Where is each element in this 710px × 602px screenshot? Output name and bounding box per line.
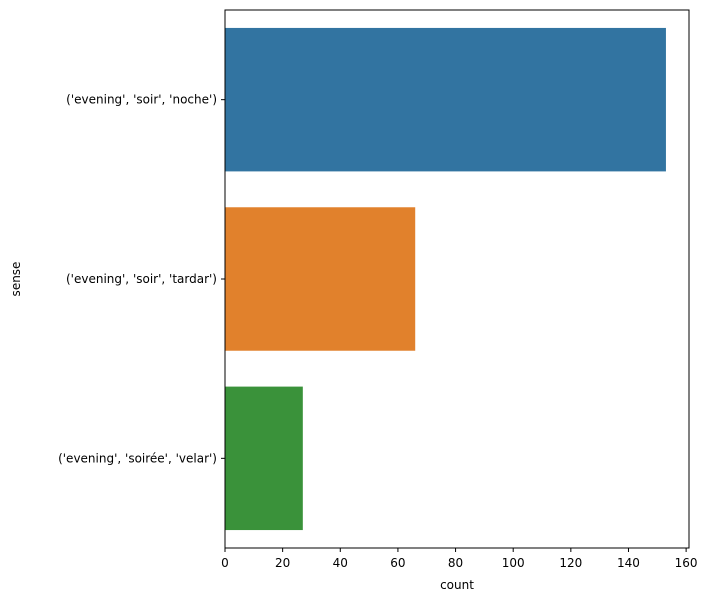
x-axis-label: count — [440, 578, 474, 592]
x-tick-label: 160 — [675, 556, 698, 570]
y-axis-label: sense — [9, 262, 23, 297]
y-tick-label: ('evening', 'soir', 'tardar') — [66, 272, 217, 286]
bar-3 — [225, 386, 303, 531]
bar-1 — [225, 27, 666, 172]
x-tick-label: 60 — [390, 556, 405, 570]
y-tick-label: ('evening', 'soir', 'noche') — [66, 93, 217, 107]
x-tick-label: 20 — [275, 556, 290, 570]
x-tick-label: 80 — [448, 556, 463, 570]
x-tick-label: 100 — [502, 556, 525, 570]
x-tick-label: 140 — [617, 556, 640, 570]
y-tick-label: ('evening', 'soirée', 'velar') — [58, 451, 217, 465]
x-axis-ticks: 0 20 40 60 80 100 120 140 160 — [221, 548, 698, 570]
y-axis-ticks: ('evening', 'soir', 'noche') ('evening', … — [58, 93, 225, 465]
x-tick-label: 0 — [221, 556, 229, 570]
bar-2 — [225, 207, 416, 351]
x-tick-label: 120 — [559, 556, 582, 570]
bars-group — [225, 27, 666, 531]
plot-frame — [224, 9, 690, 549]
x-tick-label: 40 — [333, 556, 348, 570]
